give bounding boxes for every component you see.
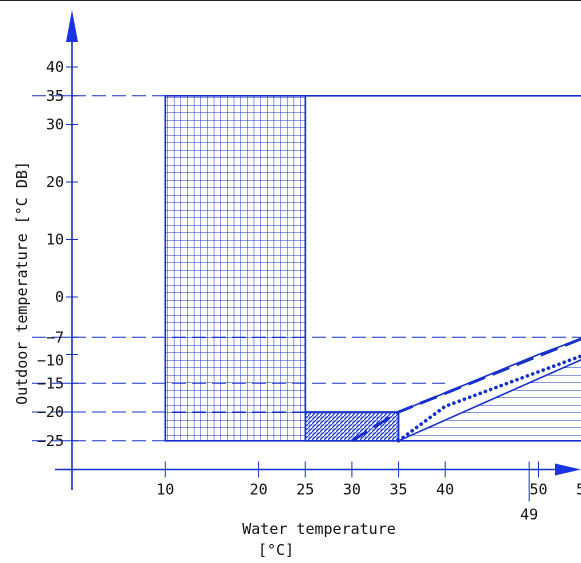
series-layer: [351, 337, 581, 443]
y-tick-label--25: −25: [37, 432, 64, 450]
region-horizontal-lines-1: [305, 358, 581, 442]
y-tick-label--20: −20: [37, 403, 64, 421]
y-tick-label-30: 30: [46, 116, 64, 134]
y-tick-label--7: −7: [46, 328, 64, 346]
y-tick-label-10: 10: [46, 231, 64, 249]
x-axis-arrow: [555, 463, 581, 476]
region-layer: [164, 95, 581, 442]
x-tick-label-49: 49: [520, 506, 538, 524]
series-line-dashed: [351, 337, 581, 443]
y-tick-label--10: −10: [37, 352, 64, 370]
y-axis-arrow: [66, 10, 78, 42]
x-tick-label-40: 40: [436, 481, 454, 499]
x-axis-unit: [°C]: [258, 541, 294, 559]
x-tick-label-25: 25: [296, 481, 314, 499]
region-grid-0: [164, 95, 307, 442]
x-tick-label-10: 10: [156, 481, 174, 499]
x-tick-label-55: 55: [576, 481, 581, 499]
guide-layer: [32, 95, 581, 442]
x-tick-label-30: 30: [343, 481, 361, 499]
y-tick-label-40: 40: [46, 58, 64, 76]
region-none-3: [304, 95, 581, 413]
x-tick-label-20: 20: [250, 481, 268, 499]
series-line-dotted: [396, 354, 581, 443]
x-axis-title: Water temperature: [242, 520, 396, 538]
y-axis-title: Outdoor temperature [°C DB]: [13, 161, 31, 405]
x-tick-label-35: 35: [390, 481, 408, 499]
tick-layer: 1020253035404950556070758040353020100−7−…: [37, 58, 581, 524]
y-tick-label-35: 35: [46, 87, 64, 105]
y-tick-label-0: 0: [55, 288, 64, 306]
y-tick-label-20: 20: [46, 173, 64, 191]
region-dots-2: [304, 411, 400, 442]
x-tick-label-50: 50: [529, 481, 547, 499]
y-tick-label--15: −15: [37, 374, 64, 392]
top-border-line: [0, 0, 581, 1]
